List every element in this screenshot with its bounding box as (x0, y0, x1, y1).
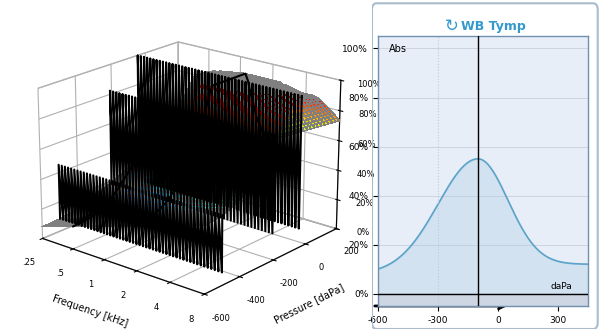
Text: daPa: daPa (550, 282, 572, 291)
Text: ↻: ↻ (445, 17, 458, 35)
Text: WB Tymp: WB Tymp (461, 20, 526, 33)
X-axis label: Frequency [kHz]: Frequency [kHz] (50, 294, 129, 329)
Y-axis label: Pressure [daPa]: Pressure [daPa] (273, 282, 346, 325)
Text: Abs: Abs (389, 44, 407, 54)
